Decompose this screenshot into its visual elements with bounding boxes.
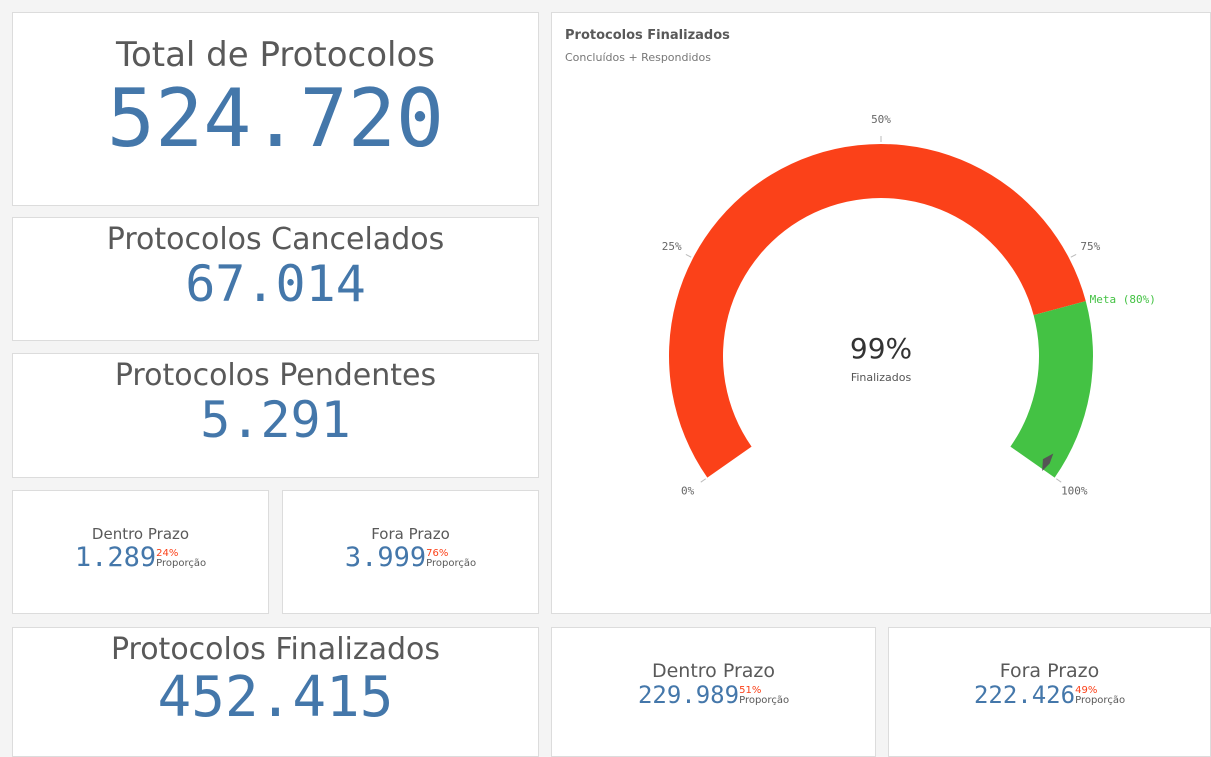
kpi-value: 524.720: [106, 72, 445, 165]
kpi-card: Fora Prazo 3.999 76% Proporção: [282, 490, 539, 614]
kpi-value: 67.014: [185, 255, 366, 313]
kpi-card: Dentro Prazo 1.289 24% Proporção: [12, 490, 269, 614]
kpi-title: Total de Protocolos: [115, 35, 436, 75]
tick-label: 75%: [1080, 240, 1100, 253]
kpi-card: Protocolos Finalizados 452.415: [12, 627, 539, 757]
kpi-share: 49%: [1075, 684, 1098, 696]
kpi-value: 5.291: [200, 391, 351, 449]
target-label: Meta (80%): [1090, 293, 1156, 306]
kpi-row: 67.014: [13, 257, 538, 312]
gauge-band: [668, 143, 1086, 478]
gauge-card: Protocolos Finalizados Concluídos + Resp…: [551, 12, 1211, 614]
kpi-share: 51%: [739, 684, 762, 696]
kpi-row: 452.415: [13, 667, 538, 729]
kpi-title: Fora Prazo: [371, 525, 450, 543]
chart-title: Protocolos Finalizados: [565, 28, 730, 43]
gauge-chart: Protocolos Finalizados Concluídos + Resp…: [565, 28, 1156, 497]
tick-label: 25%: [662, 240, 682, 253]
kpi-row: 229.989 51% Proporção: [552, 682, 875, 708]
tick-mark: [1056, 478, 1062, 483]
gauge-caption: Finalizados: [851, 371, 912, 384]
kpi-share: 24%: [156, 547, 179, 559]
kpi-share-box: 49% Proporção: [1075, 684, 1126, 707]
kpi-value: 222.426: [973, 681, 1076, 709]
kpi-value: 3.999: [344, 542, 427, 573]
kpi-title: Protocolos Finalizados: [110, 632, 441, 667]
kpi-row: 5.291: [13, 393, 538, 448]
kpi-value: 1.289: [74, 542, 157, 573]
kpi-card: Dentro Prazo 229.989 51% Proporção: [551, 627, 876, 757]
chart-subtitle: Concluídos + Respondidos: [565, 51, 711, 64]
tick-mark: [685, 253, 692, 258]
kpi-row: 1.289 24% Proporção: [13, 543, 268, 573]
kpi-share: 76%: [426, 547, 449, 559]
kpi-title: Dentro Prazo: [91, 525, 190, 543]
kpi-row: 222.426 49% Proporção: [889, 682, 1210, 708]
tick-mark: [1070, 253, 1077, 258]
kpi-title: Fora Prazo: [999, 660, 1100, 682]
kpi-title: Protocolos Cancelados: [106, 222, 445, 257]
kpi-row: 3.999 76% Proporção: [283, 543, 538, 573]
kpi-share-label: Proporção: [156, 558, 207, 569]
kpi-value: 229.989: [637, 681, 740, 709]
kpi-row: 524.720: [13, 75, 538, 163]
gauge-value: 99%: [850, 332, 912, 365]
tick-label: 100%: [1061, 484, 1088, 497]
kpi-title: Dentro Prazo: [651, 660, 776, 682]
kpi-card: Fora Prazo 222.426 49% Proporção: [888, 627, 1211, 757]
tick-label: 50%: [871, 113, 891, 126]
kpi-title: Protocolos Pendentes: [114, 358, 437, 393]
kpi-share-label: Proporção: [426, 558, 477, 569]
kpi-share-label: Proporção: [739, 695, 790, 706]
gauge-needle: [1042, 453, 1054, 471]
kpi-card: Total de Protocolos 524.720: [12, 12, 539, 206]
kpi-value: 452.415: [157, 665, 394, 730]
tick-label: 0%: [681, 484, 695, 497]
kpi-share-box: 76% Proporção: [426, 547, 477, 570]
kpi-card: Protocolos Pendentes 5.291: [12, 353, 539, 478]
kpi-share-box: 24% Proporção: [156, 547, 207, 570]
kpi-share-box: 51% Proporção: [739, 684, 790, 707]
gauge-band: [1010, 301, 1093, 478]
tick-mark: [700, 478, 706, 483]
kpi-share-label: Proporção: [1075, 695, 1126, 706]
kpi-card: Protocolos Cancelados 67.014: [12, 217, 539, 341]
